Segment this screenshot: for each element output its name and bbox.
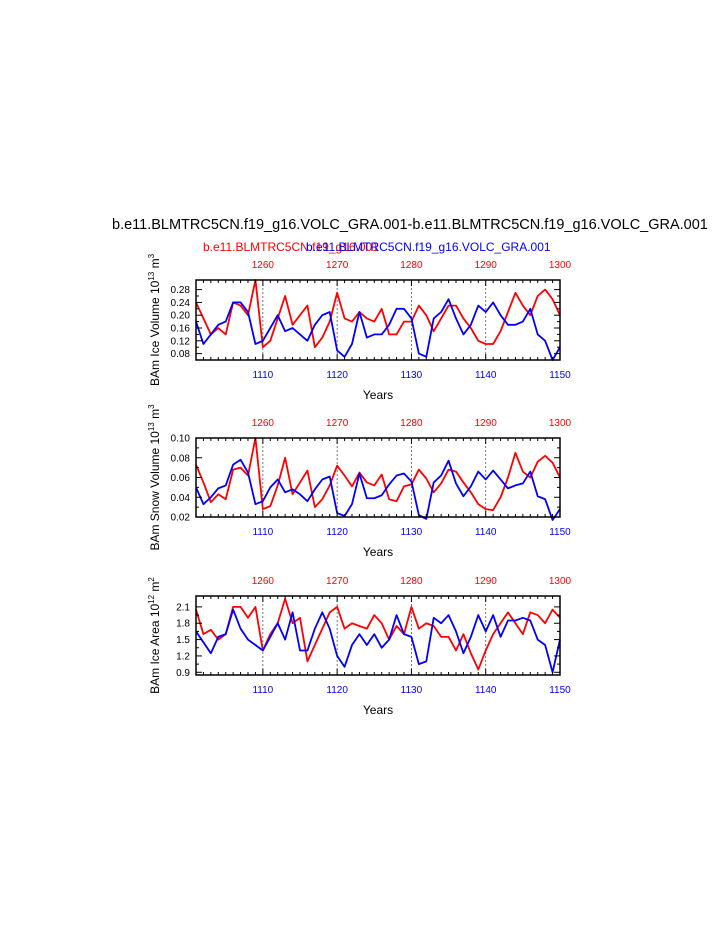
plot-frame	[195, 595, 561, 676]
y-tick-label: 1.5	[176, 635, 190, 646]
series-line-red	[195, 597, 561, 671]
subtitle-red-case: b.e11.BLMTRC5CN.f19_g16.001	[203, 240, 379, 254]
x-tick-label-bottom: 1150	[549, 527, 571, 538]
y-axis-label: BAm Snow Volume 1013 m3	[147, 404, 162, 551]
series-line-red	[195, 279, 561, 349]
chart-panel-3: 1110 1120 1130 1140 1150 1260 1270 1280 1290 1300…	[147, 576, 572, 717]
x-axis-label: Years	[363, 545, 393, 559]
x-tick-label-bottom: 1140	[475, 527, 497, 538]
y-tick-label: 0.02	[171, 513, 191, 524]
x-tick-label-top: 1290	[475, 418, 498, 429]
x-tick-label-bottom: 1150	[549, 370, 571, 381]
plot-frame	[195, 437, 561, 518]
x-tick-label-bottom: 1120	[326, 370, 348, 381]
x-axis-label: Years	[363, 388, 393, 402]
x-tick-label-top: 1300	[549, 260, 572, 271]
x-tick-label-top: 1290	[475, 576, 498, 587]
y-axis-label: BAm Ice Volume 1013 m3	[147, 253, 162, 386]
x-axis-label: Years	[363, 703, 393, 717]
x-tick-label-bottom: 1140	[475, 370, 497, 381]
y-tick-label: 0.28	[171, 285, 191, 296]
x-tick-label-bottom: 1130	[401, 527, 423, 538]
y-tick-label: 0.06	[171, 473, 191, 484]
y-tick-label: 0.20	[171, 311, 191, 322]
series-line-red	[195, 437, 561, 511]
y-tick-label: 1.2	[176, 651, 190, 662]
x-tick-label-top: 1260	[252, 260, 275, 271]
x-tick-label-bottom: 1130	[401, 685, 423, 696]
x-tick-label-top: 1280	[400, 576, 423, 587]
y-tick-label: 0.16	[171, 324, 191, 335]
series-line-blue	[195, 458, 561, 521]
x-tick-label-top: 1300	[549, 418, 572, 429]
x-tick-label-bottom: 1150	[549, 685, 571, 696]
y-tick-label: 0.24	[171, 298, 191, 309]
x-tick-label-top: 1260	[252, 418, 275, 429]
x-tick-label-bottom: 1110	[252, 527, 273, 538]
x-tick-label-top: 1290	[475, 260, 498, 271]
y-tick-label: 0.9	[176, 668, 190, 679]
x-tick-label-top: 1260	[252, 576, 275, 587]
x-tick-label-bottom: 1110	[252, 685, 273, 696]
x-tick-label-top: 1270	[326, 418, 349, 429]
x-tick-label-top: 1300	[549, 576, 572, 587]
y-axis-label: BAm Ice Area 1012 m2	[147, 577, 162, 694]
x-tick-label-bottom: 1120	[326, 685, 348, 696]
x-tick-label-bottom: 1120	[326, 527, 348, 538]
y-tick-label: 1.8	[176, 619, 190, 630]
plot-frame	[195, 279, 561, 361]
x-tick-label-top: 1280	[400, 260, 423, 271]
y-tick-label: 0.08	[171, 349, 191, 360]
subtitle-blue-case: b.e11.BLMTRC5CN.f19_g16.VOLC_GRA.001	[306, 240, 551, 254]
x-tick-label-top: 1270	[326, 260, 349, 271]
y-tick-label: 2.1	[176, 602, 190, 613]
chart-panel-1: 1110 1120 1130 1140 1150 1260 1270 1280 1290 1300…	[147, 253, 572, 402]
chart-title: b.e11.BLMTRC5CN.f19_g16.VOLC_GRA.001-b.e…	[112, 217, 708, 233]
series-line-blue	[195, 608, 561, 674]
x-tick-label-top: 1280	[400, 418, 423, 429]
y-tick-label: 0.04	[171, 493, 191, 504]
y-tick-label: 0.12	[171, 336, 191, 347]
y-tick-label: 0.08	[171, 453, 191, 464]
x-tick-label-bottom: 1130	[401, 370, 423, 381]
x-tick-label-bottom: 1140	[475, 685, 497, 696]
chart-panel-2: 1110 1120 1130 1140 1150 1260 1270 1280 1290 1300…	[147, 404, 572, 559]
series-line-blue	[195, 298, 561, 361]
x-tick-label-bottom: 1110	[252, 370, 273, 381]
x-tick-label-top: 1270	[326, 576, 349, 587]
y-tick-label: 0.10	[171, 434, 191, 445]
